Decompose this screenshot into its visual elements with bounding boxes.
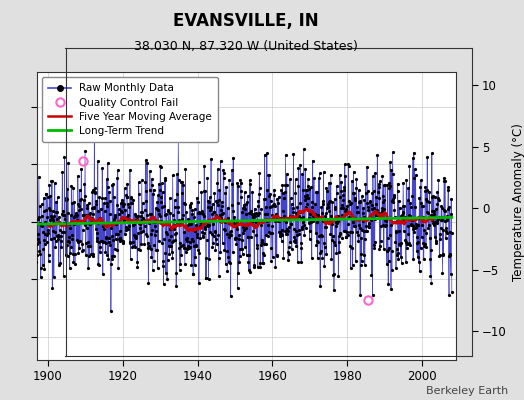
Text: EVANSVILLE, IN: EVANSVILLE, IN — [173, 12, 319, 30]
Text: 38.030 N, 87.320 W (United States): 38.030 N, 87.320 W (United States) — [134, 40, 358, 53]
Text: Berkeley Earth: Berkeley Earth — [426, 386, 508, 396]
Legend: Raw Monthly Data, Quality Control Fail, Five Year Moving Average, Long-Term Tren: Raw Monthly Data, Quality Control Fail, … — [71, 53, 247, 118]
Y-axis label: Temperature Anomaly (°C): Temperature Anomaly (°C) — [512, 123, 524, 281]
